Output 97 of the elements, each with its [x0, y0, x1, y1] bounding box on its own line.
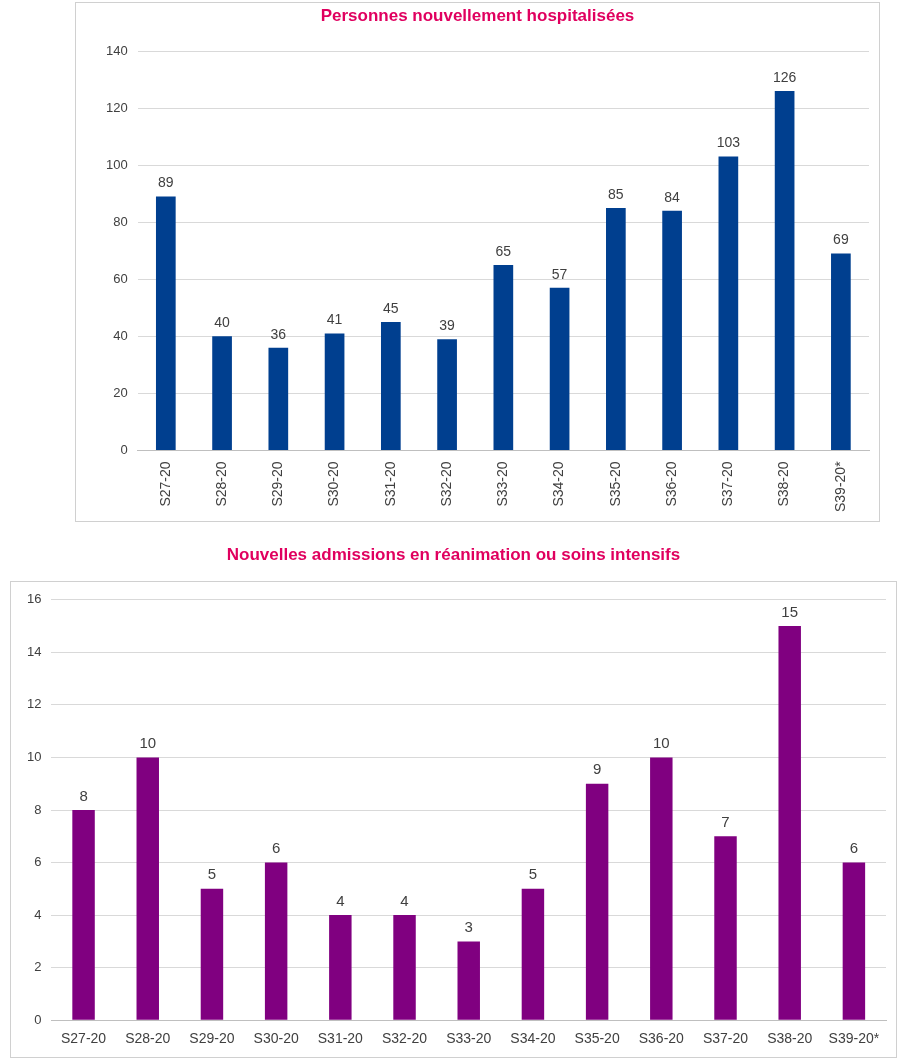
x-tick-label: S31-20 — [381, 461, 398, 507]
bar — [264, 862, 288, 1020]
x-tick-label: S30-20 — [325, 461, 342, 507]
x-tick-label: S33-20 — [446, 1030, 492, 1047]
x-tick-label: S27-20 — [60, 1030, 107, 1047]
data-label: 65 — [495, 242, 512, 259]
bar — [606, 207, 626, 450]
bar — [329, 915, 352, 1020]
data-label: 5 — [207, 865, 217, 883]
data-label: 103 — [716, 134, 741, 151]
x-tick-label: S36-20 — [638, 1030, 685, 1047]
data-label: 10 — [652, 734, 670, 752]
y-tick-label: 140 — [105, 42, 128, 58]
x-tick-label: S32-20 — [437, 461, 454, 507]
chart-title: Personnes nouvellement hospitalisées — [319, 6, 636, 26]
data-label: 36 — [270, 325, 287, 342]
bar — [493, 264, 514, 450]
data-label: 4 — [336, 891, 345, 909]
y-tick-label: 14 — [26, 643, 42, 659]
x-tick-label: S28-20 — [125, 1030, 171, 1047]
y-tick-label: 120 — [105, 99, 128, 115]
x-tick-label: S33-20 — [494, 461, 511, 507]
x-tick-label: S38-20 — [767, 1030, 813, 1047]
bar — [155, 196, 176, 450]
bar — [521, 888, 545, 1020]
bar — [380, 322, 401, 450]
x-tick-label: S34-20 — [510, 1030, 556, 1047]
y-tick-label: 100 — [105, 156, 128, 172]
y-tick-label: 0 — [34, 1011, 42, 1027]
x-tick-label: S28-20 — [212, 461, 229, 507]
data-label: 85 — [608, 185, 624, 202]
data-label: 89 — [158, 174, 174, 191]
x-tick-label: S36-20 — [662, 461, 679, 507]
data-label: 10 — [139, 734, 157, 752]
bar — [549, 287, 570, 450]
data-label: 41 — [326, 311, 343, 328]
y-tick-label: 16 — [26, 591, 42, 607]
x-tick-label: S39-20* — [831, 460, 848, 512]
x-tick-label: S37-20 — [702, 1030, 749, 1047]
x-tick-label: S30-20 — [253, 1030, 299, 1047]
x-tick-label: S38-20 — [775, 461, 792, 507]
data-label: 40 — [214, 314, 231, 331]
y-tick-label: 6 — [34, 854, 42, 870]
bar — [268, 347, 289, 450]
y-tick-label: 20 — [113, 384, 128, 400]
bar — [842, 862, 866, 1020]
x-tick-label: S31-20 — [317, 1030, 364, 1047]
data-label: 39 — [439, 317, 456, 333]
bar — [212, 336, 232, 450]
data-label: 3 — [464, 918, 473, 936]
data-label: 126 — [772, 68, 797, 85]
x-tick-label: S29-20 — [189, 1030, 235, 1047]
data-label: 8 — [79, 786, 88, 804]
chart-title: Nouvelles admissions en réanimation ou soins intensifs — [225, 545, 682, 565]
y-tick-label: 2 — [34, 959, 42, 975]
bar — [778, 626, 801, 1020]
y-tick-label: 12 — [26, 696, 42, 712]
bar — [774, 90, 795, 450]
x-tick-label: S39-20* — [828, 1030, 880, 1047]
y-tick-label: 60 — [113, 270, 128, 286]
bar — [714, 836, 737, 1020]
x-tick-label: S29-20 — [269, 461, 286, 507]
bar — [457, 941, 480, 1020]
y-tick-label: 40 — [113, 327, 128, 343]
x-tick-label: S35-20 — [606, 461, 623, 507]
bar — [585, 783, 609, 1020]
bar — [662, 210, 682, 450]
x-tick-label: S37-20 — [719, 461, 736, 507]
data-label: 7 — [721, 812, 730, 830]
data-label: 9 — [592, 760, 602, 778]
data-label: 45 — [383, 299, 399, 316]
bar — [831, 253, 851, 450]
y-tick-label: 10 — [26, 749, 42, 765]
data-label: 6 — [849, 839, 859, 857]
data-label: 5 — [528, 865, 538, 883]
x-tick-label: S34-20 — [550, 461, 567, 507]
y-tick-label: 4 — [34, 906, 42, 922]
bar — [718, 156, 739, 450]
x-tick-label: S35-20 — [574, 1030, 620, 1047]
y-tick-label: 0 — [120, 441, 128, 457]
y-tick-label: 80 — [113, 213, 128, 229]
bar — [650, 757, 673, 1020]
y-tick-label: 8 — [34, 801, 42, 817]
bar — [324, 333, 345, 450]
data-label: 69 — [833, 231, 849, 248]
bar — [437, 339, 457, 450]
bar — [393, 915, 416, 1020]
data-label: 84 — [664, 188, 681, 205]
x-tick-label: S32-20 — [381, 1030, 428, 1047]
bar — [200, 888, 224, 1020]
data-label: 57 — [551, 265, 568, 282]
data-label: 4 — [400, 891, 409, 909]
data-label: 15 — [781, 602, 799, 620]
data-label: 6 — [271, 839, 281, 857]
bar — [72, 810, 95, 1020]
x-tick-label: S27-20 — [156, 461, 173, 507]
bar — [136, 757, 159, 1020]
